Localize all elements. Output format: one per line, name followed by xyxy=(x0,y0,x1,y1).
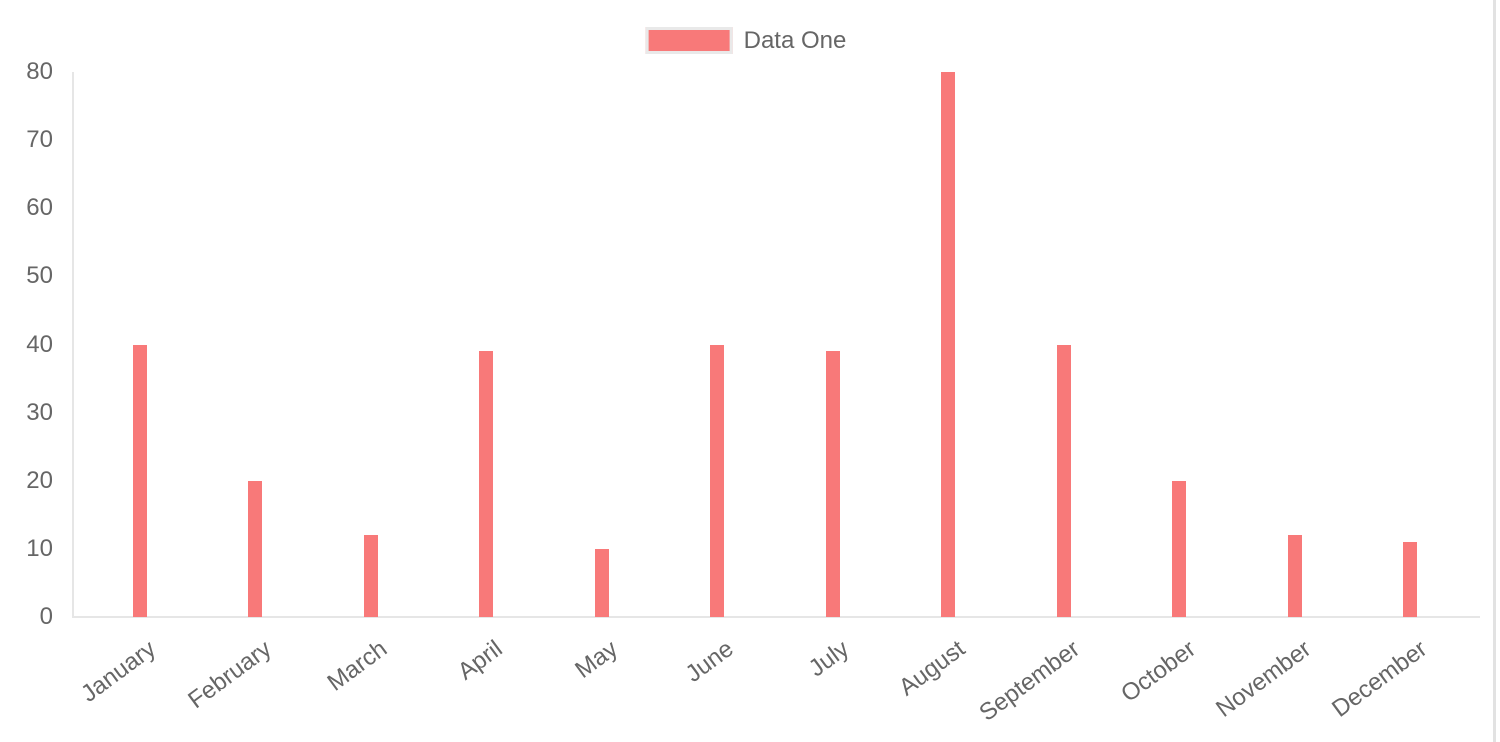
bar-october[interactable] xyxy=(1172,480,1187,617)
bar-july[interactable] xyxy=(825,351,840,617)
y-axis-tick-label-80: 80 xyxy=(26,58,53,85)
bar-june[interactable] xyxy=(710,344,725,617)
bar-january[interactable] xyxy=(132,344,147,617)
y-axis-tick-label-50: 50 xyxy=(26,262,53,290)
x-axis-label-march: March xyxy=(322,635,393,697)
x-axis-label-february: February xyxy=(183,635,277,715)
y-axis-tick-label-70: 70 xyxy=(26,126,53,154)
bar-august[interactable] xyxy=(941,72,956,617)
x-axis-label-september: September xyxy=(974,635,1086,727)
y-axis-tick-label-60: 60 xyxy=(26,194,53,222)
x-axis-label-december: December xyxy=(1326,635,1432,723)
bar-february[interactable] xyxy=(248,480,263,617)
x-axis-label-october: October xyxy=(1116,635,1201,708)
y-axis-tick-label-0: 0 xyxy=(39,603,53,630)
y-axis-tick-label-30: 30 xyxy=(26,398,53,426)
legend-label: Data One xyxy=(743,27,847,54)
bar-april[interactable] xyxy=(479,351,494,617)
bar-november[interactable] xyxy=(1287,535,1302,617)
bar-september[interactable] xyxy=(1056,344,1071,617)
y-axis-tick-label-10: 10 xyxy=(26,534,53,562)
bar-december[interactable] xyxy=(1403,542,1418,617)
x-axis-label-july: July xyxy=(803,635,855,683)
legend-item-data-one[interactable]: Data One xyxy=(645,27,847,54)
y-axis-tick-label-40: 40 xyxy=(26,330,53,358)
x-axis-label-august: August xyxy=(893,635,970,702)
x-axis-line xyxy=(72,616,1480,618)
y-axis-tick-label-20: 20 xyxy=(26,466,53,494)
x-axis-label-june: June xyxy=(680,635,739,688)
right-edge-divider xyxy=(1493,0,1496,742)
bar-march[interactable] xyxy=(363,535,378,617)
x-axis-label-november: November xyxy=(1211,635,1317,723)
x-axis-label-april: April xyxy=(453,635,508,686)
x-axis-label-january: January xyxy=(76,635,162,708)
bar-may[interactable] xyxy=(594,548,609,617)
legend-swatch xyxy=(645,27,733,54)
chart-legend: Data One xyxy=(645,27,847,54)
x-axis-label-may: May xyxy=(570,635,624,684)
y-axis-line xyxy=(72,72,74,617)
